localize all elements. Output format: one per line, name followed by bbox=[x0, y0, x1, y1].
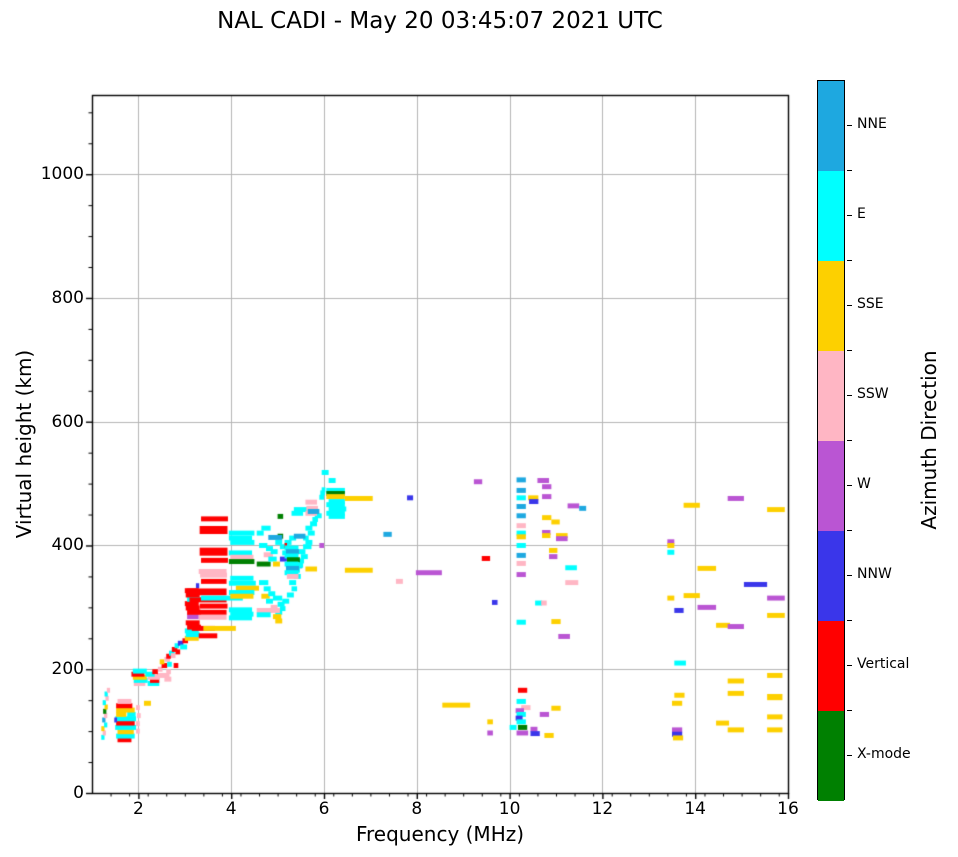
colorbar-label-SSW: SSW bbox=[857, 386, 889, 402]
y-axis-label: Virtual height (km) bbox=[12, 349, 36, 539]
colorbar-label-Vertical: Vertical bbox=[857, 656, 910, 672]
x-tick-label-8: 8 bbox=[411, 799, 423, 819]
x-tick-label-10: 10 bbox=[498, 799, 521, 819]
colorbar-segment-SSW bbox=[818, 351, 844, 441]
colorbar-tick-NNW bbox=[847, 575, 852, 577]
colorbar-segment-E bbox=[818, 171, 844, 261]
y-tick-label-1000: 1000 bbox=[40, 164, 84, 185]
colorbar-segment-SSE bbox=[818, 261, 844, 351]
azimuth-colorbar bbox=[817, 80, 845, 801]
x-tick-label-2: 2 bbox=[132, 799, 144, 819]
colorbar-boundary-tick bbox=[847, 620, 852, 622]
colorbar-label-X-mode: X-mode bbox=[857, 746, 911, 762]
x-tick-label-4: 4 bbox=[225, 799, 237, 819]
x-tick-label-14: 14 bbox=[684, 799, 706, 819]
y-tick-label-200: 200 bbox=[51, 659, 84, 680]
x-tick-label-16: 16 bbox=[777, 799, 799, 819]
colorbar-tick-W bbox=[847, 485, 852, 487]
colorbar-label-NNW: NNW bbox=[857, 566, 892, 582]
y-tick-label-600: 600 bbox=[51, 411, 84, 432]
x-tick-label-6: 6 bbox=[318, 799, 330, 819]
y-tick-label-800: 800 bbox=[51, 287, 84, 308]
x-tick-label-12: 12 bbox=[591, 799, 614, 819]
colorbar-tick-SSW bbox=[847, 395, 852, 397]
colorbar-boundary-tick bbox=[847, 170, 852, 172]
colorbar-tick-E bbox=[847, 215, 852, 217]
colorbar-title: Azimuth Direction bbox=[917, 350, 941, 530]
colorbar-boundary-tick bbox=[847, 350, 852, 352]
colorbar-boundary-tick bbox=[847, 710, 852, 712]
colorbar-segment-NNE bbox=[818, 81, 844, 171]
colorbar-segment-NNW bbox=[818, 531, 844, 621]
colorbar-tick-NNE bbox=[847, 125, 852, 127]
colorbar-label-NNE: NNE bbox=[857, 116, 887, 132]
colorbar-label-W: W bbox=[857, 476, 871, 492]
colorbar-label-E: E bbox=[857, 206, 866, 222]
colorbar-tick-X-mode bbox=[847, 755, 852, 757]
colorbar-boundary-tick bbox=[847, 530, 852, 532]
y-tick-label-0: 0 bbox=[73, 783, 84, 803]
colorbar-label-SSE: SSE bbox=[857, 296, 884, 312]
y-tick-label-400: 400 bbox=[51, 535, 84, 556]
colorbar-segment-X-mode bbox=[818, 711, 844, 801]
colorbar-segment-W bbox=[818, 441, 844, 531]
x-axis-label: Frequency (MHz) bbox=[355, 822, 525, 846]
colorbar-tick-Vertical bbox=[847, 665, 852, 667]
colorbar-tick-SSE bbox=[847, 305, 852, 307]
colorbar-segment-Vertical bbox=[818, 621, 844, 711]
colorbar-boundary-tick bbox=[847, 440, 852, 442]
colorbar-boundary-tick bbox=[847, 260, 852, 262]
